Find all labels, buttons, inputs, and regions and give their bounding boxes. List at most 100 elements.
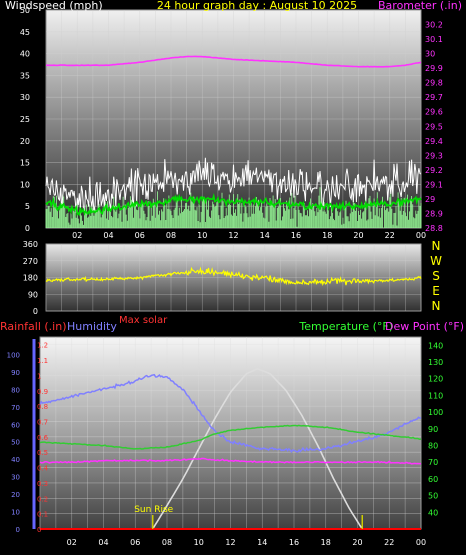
temperature-tick-label: 90 bbox=[428, 425, 438, 434]
barometer-tick-label: 29 bbox=[425, 195, 435, 204]
x-tick-label: 02 bbox=[67, 538, 77, 547]
wind-tick-label: 35 bbox=[20, 71, 30, 80]
x-tick-label: 06 bbox=[130, 538, 140, 547]
x-tick-label: 08 bbox=[162, 538, 172, 547]
barometer-tick-label: 30.1 bbox=[425, 35, 443, 44]
rain-y-ticks: 0 0.1 0.2 0.3 0.4 0.5 0.6 0.7 0.8 0.9 1 1.1 1.2 bbox=[37, 342, 49, 534]
barometer-tick-label: 29.2 bbox=[425, 166, 443, 175]
x-tick-label: 06 bbox=[135, 231, 145, 240]
compass-label: S bbox=[432, 269, 440, 283]
x-tick-label: 18 bbox=[321, 538, 331, 547]
rainfall-label: Rainfall (.in) bbox=[0, 320, 67, 333]
direction-y-ticks: 0 90 180 270 360 bbox=[23, 240, 38, 316]
temperature-tick-label: 130 bbox=[428, 358, 443, 367]
barometer-tick-label: 29.3 bbox=[425, 151, 443, 160]
wind-tick-label: 30 bbox=[20, 93, 30, 102]
wind-tick-label: 45 bbox=[20, 28, 30, 37]
rain-tick-label: 0.5 bbox=[37, 449, 48, 457]
rain-tick-label: 0.4 bbox=[37, 465, 49, 473]
direction-tick-label: 90 bbox=[28, 290, 38, 299]
sun-markers: Sun Rise bbox=[134, 505, 364, 529]
temperature-label: Temperature (°F) bbox=[298, 320, 393, 333]
humidity-y-ticks: 0 10 20 30 40 50 60 70 80 90 100 bbox=[7, 351, 20, 534]
humidity-tick-label: 10 bbox=[11, 509, 20, 517]
rain-tick-label: 1.1 bbox=[37, 357, 48, 365]
barometer-tick-label: 30 bbox=[425, 50, 435, 59]
barometer-label: Barometer (.in) bbox=[378, 0, 462, 12]
rain-tick-label: 0.3 bbox=[37, 480, 48, 488]
rain-tick-label: 1 bbox=[37, 372, 41, 380]
x-tick-label: 22 bbox=[384, 538, 394, 547]
barometer-y-ticks: 28.8 28.9 29 29.1 29.2 29.3 29.4 29.5 29.6 29.7 29… bbox=[425, 21, 443, 233]
rain-tick-label: 0.8 bbox=[37, 403, 48, 411]
temperature-line bbox=[39, 424, 422, 450]
wind-tick-label: 15 bbox=[20, 159, 30, 168]
wind-tick-label: 25 bbox=[20, 115, 30, 124]
x-tick-label: 08 bbox=[166, 231, 176, 240]
x-tick-label: 16 bbox=[289, 538, 299, 547]
x-tick-label: 16 bbox=[291, 231, 301, 240]
wind-tick-label: 5 bbox=[25, 202, 30, 211]
dew-point-label: Dew Point (°F) bbox=[385, 320, 464, 333]
temp-x-ticks: 02 04 06 08 10 12 14 16 18 20 22 00 bbox=[67, 538, 426, 547]
x-tick-label: 10 bbox=[194, 538, 204, 547]
humidity-tick-label: 80 bbox=[11, 386, 20, 394]
x-tick-label: 12 bbox=[228, 231, 238, 240]
direction-tick-label: 180 bbox=[23, 274, 38, 283]
humidity-tick-label: 0 bbox=[16, 526, 20, 534]
humidity-tick-label: 100 bbox=[7, 351, 20, 359]
x-tick-label: 02 bbox=[72, 231, 82, 240]
wind-y-ticks: 0 5 10 15 20 25 30 35 40 45 50 bbox=[20, 6, 30, 233]
x-tick-label: 12 bbox=[225, 538, 235, 547]
barometer-line bbox=[45, 55, 422, 68]
x-tick-label: 20 bbox=[352, 538, 362, 547]
x-tick-label: 22 bbox=[385, 231, 395, 240]
humidity-tick-label: 30 bbox=[11, 474, 20, 482]
barometer-tick-label: 29.5 bbox=[425, 122, 443, 131]
rain-tick-label: 0 bbox=[37, 526, 41, 534]
direction-tick-label: 270 bbox=[23, 257, 38, 266]
rain-tick-label: 0.7 bbox=[37, 418, 48, 426]
wind-tick-label: 40 bbox=[20, 50, 30, 59]
barometer-tick-label: 29.7 bbox=[425, 93, 443, 102]
barometer-tick-label: 29.4 bbox=[425, 137, 443, 146]
barometer-tick-label: 29.6 bbox=[425, 108, 443, 117]
wind-direction-line bbox=[45, 266, 422, 287]
temperature-tick-label: 60 bbox=[428, 475, 438, 484]
rain-tick-label: 0.1 bbox=[37, 511, 48, 519]
max-solar-curve bbox=[152, 367, 363, 530]
temperature-tick-label: 100 bbox=[428, 408, 443, 417]
windspeed-label: Windspeed (mph) bbox=[5, 0, 103, 12]
direction-tick-label: 0 bbox=[33, 307, 38, 316]
wind-tick-label: 0 bbox=[25, 224, 30, 233]
barometer-tick-label: 28.8 bbox=[425, 224, 443, 233]
rain-tick-label: 1.2 bbox=[37, 342, 48, 350]
barometer-tick-label: 29.1 bbox=[425, 180, 443, 189]
compass-label: E bbox=[432, 284, 440, 298]
x-tick-label: 00 bbox=[416, 231, 426, 240]
rain-tick-label: 0.9 bbox=[37, 388, 48, 396]
compass-label: W bbox=[430, 254, 442, 268]
x-tick-label: 14 bbox=[257, 538, 267, 547]
x-tick-label: 20 bbox=[353, 231, 363, 240]
direction-panel-grid bbox=[46, 243, 422, 312]
temperature-tick-label: 40 bbox=[428, 508, 438, 517]
humidity-tick-label: 70 bbox=[11, 404, 20, 412]
temperature-tick-label: 110 bbox=[428, 391, 443, 400]
temperature-tick-label: 120 bbox=[428, 375, 443, 384]
barometer-tick-label: 29.8 bbox=[425, 79, 443, 88]
wind-tick-label: 50 bbox=[20, 6, 30, 15]
max-solar-label: Max solar bbox=[119, 315, 168, 326]
barometer-tick-label: 28.9 bbox=[425, 209, 443, 218]
compass-label: N bbox=[432, 239, 441, 253]
temperature-y-ticks: 40 50 60 70 80 90 100 110 120 130 140 bbox=[428, 341, 443, 517]
wind-average-line bbox=[45, 192, 422, 217]
temperature-tick-label: 80 bbox=[428, 442, 438, 451]
x-tick-label: 18 bbox=[322, 231, 332, 240]
humidity-tick-label: 90 bbox=[11, 369, 20, 377]
humidity-label: Humidity bbox=[67, 320, 117, 333]
humidity-tick-label: 50 bbox=[11, 439, 20, 447]
rain-tick-label: 0.6 bbox=[37, 434, 49, 442]
